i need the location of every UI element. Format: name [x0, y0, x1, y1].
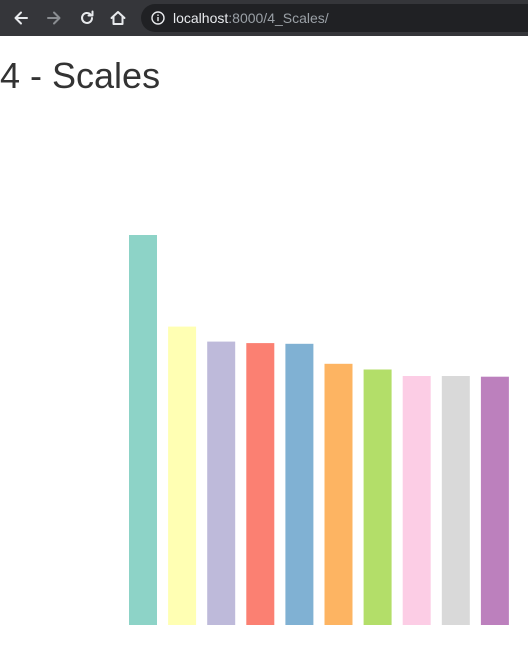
address-bar[interactable]: localhost:8000/4_Scales/ [141, 4, 528, 32]
bar-chart [129, 235, 509, 625]
forward-button[interactable] [42, 6, 66, 30]
arrow-left-icon [12, 9, 30, 27]
back-button[interactable] [9, 6, 33, 30]
reload-icon [78, 9, 96, 27]
browser-toolbar: localhost:8000/4_Scales/ [0, 0, 528, 36]
url-host: localhost [173, 10, 229, 26]
bar-7 [363, 369, 392, 625]
home-icon [109, 9, 127, 27]
bar-1 [129, 235, 157, 625]
bar-10 [480, 376, 509, 625]
info-icon[interactable] [151, 11, 165, 25]
reload-button[interactable] [75, 6, 99, 30]
bar-9 [441, 376, 470, 625]
bar-2 [168, 326, 197, 625]
url-path: :8000/4_Scales/ [228, 10, 329, 26]
arrow-right-icon [45, 9, 63, 27]
page-title: 4 - Scales [0, 55, 161, 96]
home-button[interactable] [106, 6, 130, 30]
bar-5 [285, 343, 314, 625]
bar-8 [402, 376, 431, 625]
bar-6 [324, 363, 353, 625]
bar-4 [246, 343, 275, 625]
url-text: localhost:8000/4_Scales/ [173, 10, 329, 26]
bar-3 [207, 341, 236, 625]
bar-chart-container [0, 110, 528, 642]
